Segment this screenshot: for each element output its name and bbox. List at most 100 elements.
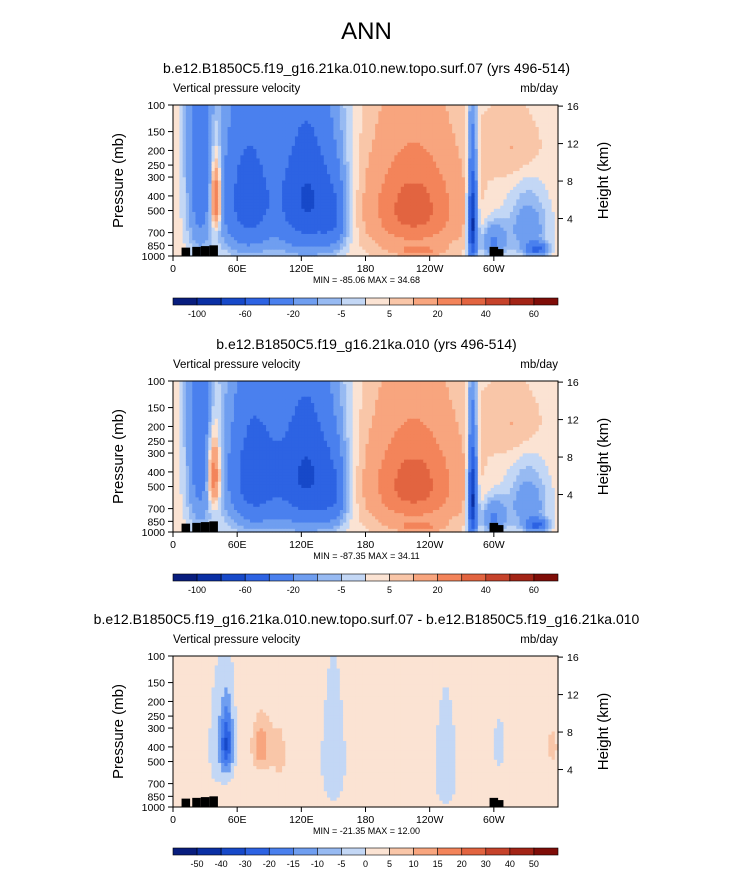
y-tick-label: 250 (147, 711, 165, 723)
y-tick-label: 700 (147, 504, 165, 516)
colorbar-label: 5 (387, 859, 392, 869)
y-axis-label: Pressure (mb) (110, 684, 127, 779)
colorbar-label: -20 (287, 309, 300, 319)
variable-label: Vertical pressure velocity (173, 359, 300, 371)
colorbar-swatch (268, 297, 294, 306)
colorbar-swatch (389, 297, 414, 306)
colorbar-label: 0 (363, 859, 368, 869)
colorbar-swatch (365, 297, 390, 306)
colorbar-label: -5 (337, 585, 345, 595)
y-axis-label: Pressure (mb) (110, 409, 127, 504)
terrain-mask (181, 796, 504, 807)
colorbar-swatch (244, 847, 270, 856)
colorbar-swatch (196, 297, 222, 306)
height-tick-label: 4 (567, 490, 573, 502)
colorbar-swatch (485, 297, 511, 306)
colorbar-label: 20 (433, 309, 443, 319)
variable-label: Vertical pressure velocity (173, 634, 300, 646)
y-tick-label: 150 (147, 403, 165, 415)
colorbar-swatch (293, 573, 318, 582)
colorbar-swatch (244, 297, 270, 306)
colorbar-swatch (533, 297, 559, 306)
colorbar-label: 20 (433, 585, 443, 595)
y-axis-label-right: Height (km) (595, 418, 612, 496)
y-tick-label: 200 (147, 145, 165, 157)
x-tick-label: 60E (228, 263, 247, 275)
colorbar-swatch (317, 573, 342, 582)
height-tick-label: 16 (567, 101, 579, 113)
x-tick-label: 0 (170, 539, 176, 551)
y-axis-label-right: Height (km) (595, 693, 612, 771)
colorbar-label: 60 (529, 309, 539, 319)
colorbar-swatch (293, 297, 318, 306)
colorbar-swatch (461, 573, 487, 582)
colorbar-label: -5 (337, 309, 345, 319)
x-tick-label: 180 (357, 263, 375, 275)
colorbar-swatch (172, 573, 198, 582)
height-tick-label: 16 (567, 652, 579, 664)
colorbar-swatch (533, 573, 559, 582)
y-tick-label: 500 (147, 757, 165, 769)
y-tick-label: 100 (147, 100, 165, 112)
y-axis-label: Pressure (mb) (110, 133, 127, 228)
x-tick-label: 120W (416, 814, 444, 826)
colorbar-swatch (413, 297, 438, 306)
panel-3: b.e12.B1850C5.f19_g16.21ka.010.new.topo.… (94, 611, 640, 869)
units-label: mb/day (520, 359, 558, 371)
contour-field (173, 656, 559, 808)
y-tick-label: 400 (147, 191, 165, 203)
colorbar-label: -60 (239, 309, 252, 319)
page-title: ANN (341, 18, 392, 45)
y-tick-label: 250 (147, 160, 165, 172)
y-tick-label: 1000 (142, 251, 166, 263)
colorbar-swatch (437, 847, 463, 856)
colorbar-label: -15 (287, 859, 300, 869)
y-tick-label: 500 (147, 206, 165, 218)
x-tick-label: 180 (357, 539, 375, 551)
y-tick-label: 250 (147, 436, 165, 448)
y-tick-label: 200 (147, 421, 165, 433)
colorbar-swatch (341, 847, 366, 856)
colorbar-label: 30 (481, 859, 491, 869)
x-tick-label: 180 (357, 814, 375, 826)
x-tick-label: 60E (228, 539, 247, 551)
colorbar-label: -20 (287, 585, 300, 595)
x-tick-label: 60W (483, 263, 505, 275)
y-tick-label: 150 (147, 678, 165, 690)
y-tick-label: 700 (147, 779, 165, 791)
colorbar-swatch (220, 847, 246, 856)
x-tick-label: 0 (170, 814, 176, 826)
y-tick-label: 300 (147, 448, 165, 460)
colorbar-swatch (317, 297, 342, 306)
x-tick-label: 120W (416, 263, 444, 275)
panel-title: b.e12.B1850C5.f19_g16.21ka.010 (yrs 496-… (216, 336, 516, 352)
colorbar-swatch (244, 573, 270, 582)
colorbar-label: -60 (239, 585, 252, 595)
colorbar-label: 20 (457, 859, 467, 869)
height-tick-label: 4 (567, 765, 573, 777)
x-tick-label: 120E (289, 539, 314, 551)
colorbar-swatch (461, 847, 487, 856)
colorbar-label: -30 (239, 859, 252, 869)
panel-title: b.e12.B1850C5.f19_g16.21ka.010.new.topo.… (163, 60, 570, 76)
colorbar-label: 60 (529, 585, 539, 595)
x-tick-label: 60E (228, 814, 247, 826)
colorbar-swatch (437, 297, 463, 306)
colorbar-label: -40 (215, 859, 228, 869)
contour-field (173, 381, 559, 533)
panel-title: b.e12.B1850C5.f19_g16.21ka.010.new.topo.… (94, 611, 640, 627)
y-tick-label: 400 (147, 467, 165, 479)
colorbar-swatch (485, 847, 511, 856)
terrain-mask (181, 245, 504, 256)
colorbar-swatch (389, 573, 414, 582)
colorbar-label: 5 (387, 585, 392, 595)
colorbar-label: -5 (337, 859, 345, 869)
y-tick-label: 850 (147, 240, 165, 252)
y-tick-label: 850 (147, 516, 165, 528)
colorbar-swatch (509, 847, 535, 856)
colorbar-label: 40 (481, 585, 491, 595)
colorbar-label: -100 (188, 585, 206, 595)
colorbar-swatch (509, 573, 535, 582)
x-tick-label: 60W (483, 814, 505, 826)
